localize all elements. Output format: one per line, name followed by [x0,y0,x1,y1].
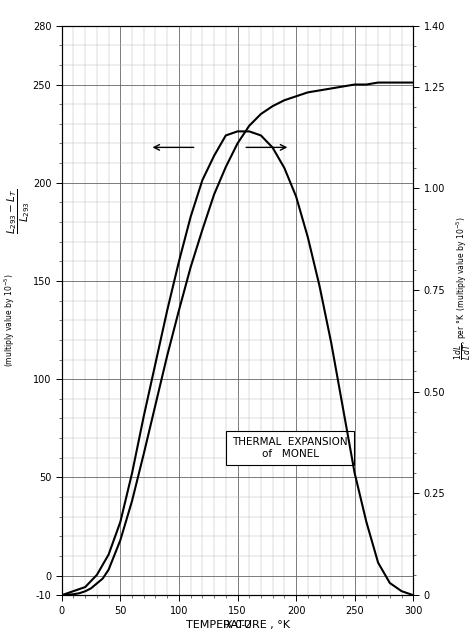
Text: $\dfrac{L_{293}-L_{T}}{L_{293}}$: $\dfrac{L_{293}-L_{T}}{L_{293}}$ [6,189,32,234]
Text: THERMAL  EXPANSION
of   MONEL: THERMAL EXPANSION of MONEL [232,437,348,459]
Text: IX-0-2: IX-0-2 [223,620,252,630]
X-axis label: TEMPERATURE , °K: TEMPERATURE , °K [186,620,289,630]
Text: (multiply value by 10$^{-5}$): (multiply value by 10$^{-5}$) [2,273,17,367]
Text: $\dfrac{1}{L}\dfrac{dL}{dT}$, per °K  (multiply value by 10$^{-5}$): $\dfrac{1}{L}\dfrac{dL}{dT}$, per °K (mu… [453,216,473,360]
